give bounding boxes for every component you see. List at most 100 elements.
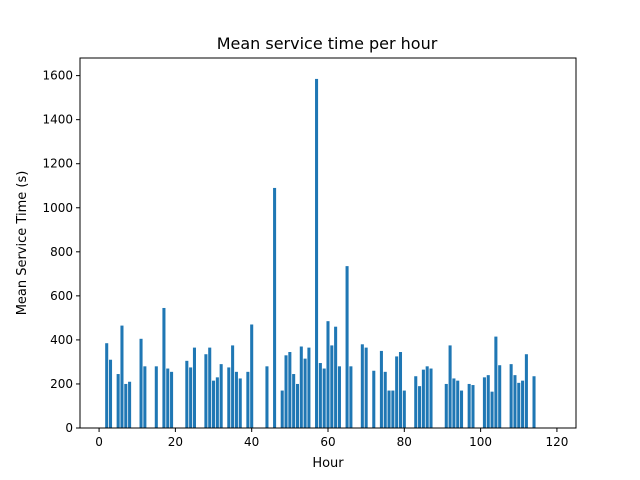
bar-hour-57 [315,78,319,429]
bar-hour-54 [303,358,307,429]
y-tick-label: 1200 [42,157,73,171]
bar-hour-75 [383,371,387,428]
bar-hour-86 [425,366,429,428]
bar-hour-19 [170,371,174,428]
bar-hour-44 [265,366,269,428]
bar-hour-111 [521,380,525,428]
y-tick-label: 1000 [42,201,73,215]
bar-hour-98 [471,385,475,428]
bar-hour-49 [284,355,288,428]
bar-hour-69 [360,344,364,428]
bar-hour-17 [162,307,166,428]
bar-hour-80 [402,390,406,428]
bar-hour-109 [513,375,517,428]
bar-hour-61 [330,345,334,428]
bar-hour-29 [208,347,212,428]
bar-hour-94 [456,380,460,428]
y-tick-label: 600 [50,289,73,303]
bar-hour-12 [143,366,147,428]
bar-hour-53 [299,346,303,428]
bar-hour-31 [215,377,219,428]
bar-hour-105 [498,365,502,428]
bar-hour-40 [250,324,254,428]
x-axis-label: Hour [312,456,344,471]
bar-hour-114 [532,376,536,428]
bar-hour-34 [227,367,231,428]
y-tick-label: 400 [50,333,73,347]
bar-hour-35 [231,345,235,428]
bar-hour-18 [166,368,170,428]
x-axis-ticks: 0 20 40 60 80 100 120 [95,428,568,449]
bar-hour-23 [185,360,189,428]
bar-hour-95 [460,390,464,428]
bar-hour-62 [334,326,338,428]
bar-hour-32 [219,364,223,428]
bar-hour-91 [444,383,448,428]
bar-hour-83 [414,376,418,428]
bar-hour-74 [379,350,383,428]
bar-hour-11 [139,338,143,428]
bar-hour-60 [326,321,330,428]
bar-hour-112 [524,354,528,428]
bar-hour-24 [189,367,193,428]
bar-hour-84 [418,386,422,428]
bar-hour-87 [429,368,433,428]
bar-hour-102 [486,375,490,428]
bar-hour-5 [116,374,120,428]
bar-hour-52 [295,383,299,428]
y-tick-label: 200 [50,377,73,391]
bar-hour-59 [322,368,326,428]
bar-hour-66 [349,366,353,428]
x-tick-label: 120 [545,435,568,449]
plot-frame [79,57,577,429]
bar-hour-76 [387,390,391,428]
bar-hour-15 [154,366,158,428]
y-tick-label: 0 [65,421,73,435]
bar-hour-50 [288,352,292,428]
bars-group [105,78,536,429]
bar-hour-51 [292,374,296,428]
bar-hour-101 [482,377,486,428]
bar-hour-72 [372,370,376,428]
bar-hour-108 [509,364,513,428]
bar-hour-93 [452,378,456,428]
y-axis-label: Mean Service Time (s) [15,171,30,316]
bar-hour-48 [280,390,284,428]
bar-hour-28 [204,354,208,428]
bar-hour-78 [395,356,399,428]
bar-hour-63 [337,366,341,428]
bar-hour-85 [421,369,425,428]
bar-hour-77 [391,390,395,428]
x-tick-label: 20 [168,435,183,449]
bar-hour-92 [448,345,452,428]
bar-hour-104 [494,336,498,428]
chart-title: Mean service time per hour [217,34,438,53]
x-tick-label: 60 [320,435,335,449]
bar-hour-97 [467,383,471,428]
bar-hour-110 [517,382,521,428]
y-axis-ticks: 0 200 400 600 800 1000 1200 1400 1600 [42,69,80,435]
y-tick-label: 800 [50,245,73,259]
y-tick-label: 1600 [42,69,73,83]
bar-hour-7 [124,383,128,428]
bar-hour-37 [238,378,242,428]
bar-hour-55 [307,347,311,428]
bar-hour-3 [109,359,113,428]
bar-hour-30 [212,380,216,428]
x-tick-label: 0 [95,435,103,449]
bar-hour-2 [105,343,109,428]
bar-hour-58 [318,363,322,428]
x-tick-label: 80 [397,435,412,449]
bar-hour-79 [398,352,403,428]
bar-hour-46 [273,187,277,428]
bar-hour-70 [364,347,368,428]
bar-hour-65 [345,266,349,429]
x-tick-label: 100 [469,435,492,449]
bar-hour-36 [234,371,238,428]
bar-hour-103 [490,391,494,428]
y-tick-label: 1400 [42,113,73,127]
bar-hour-25 [192,347,196,428]
x-tick-label: 40 [244,435,259,449]
bar-hour-39 [246,371,250,428]
